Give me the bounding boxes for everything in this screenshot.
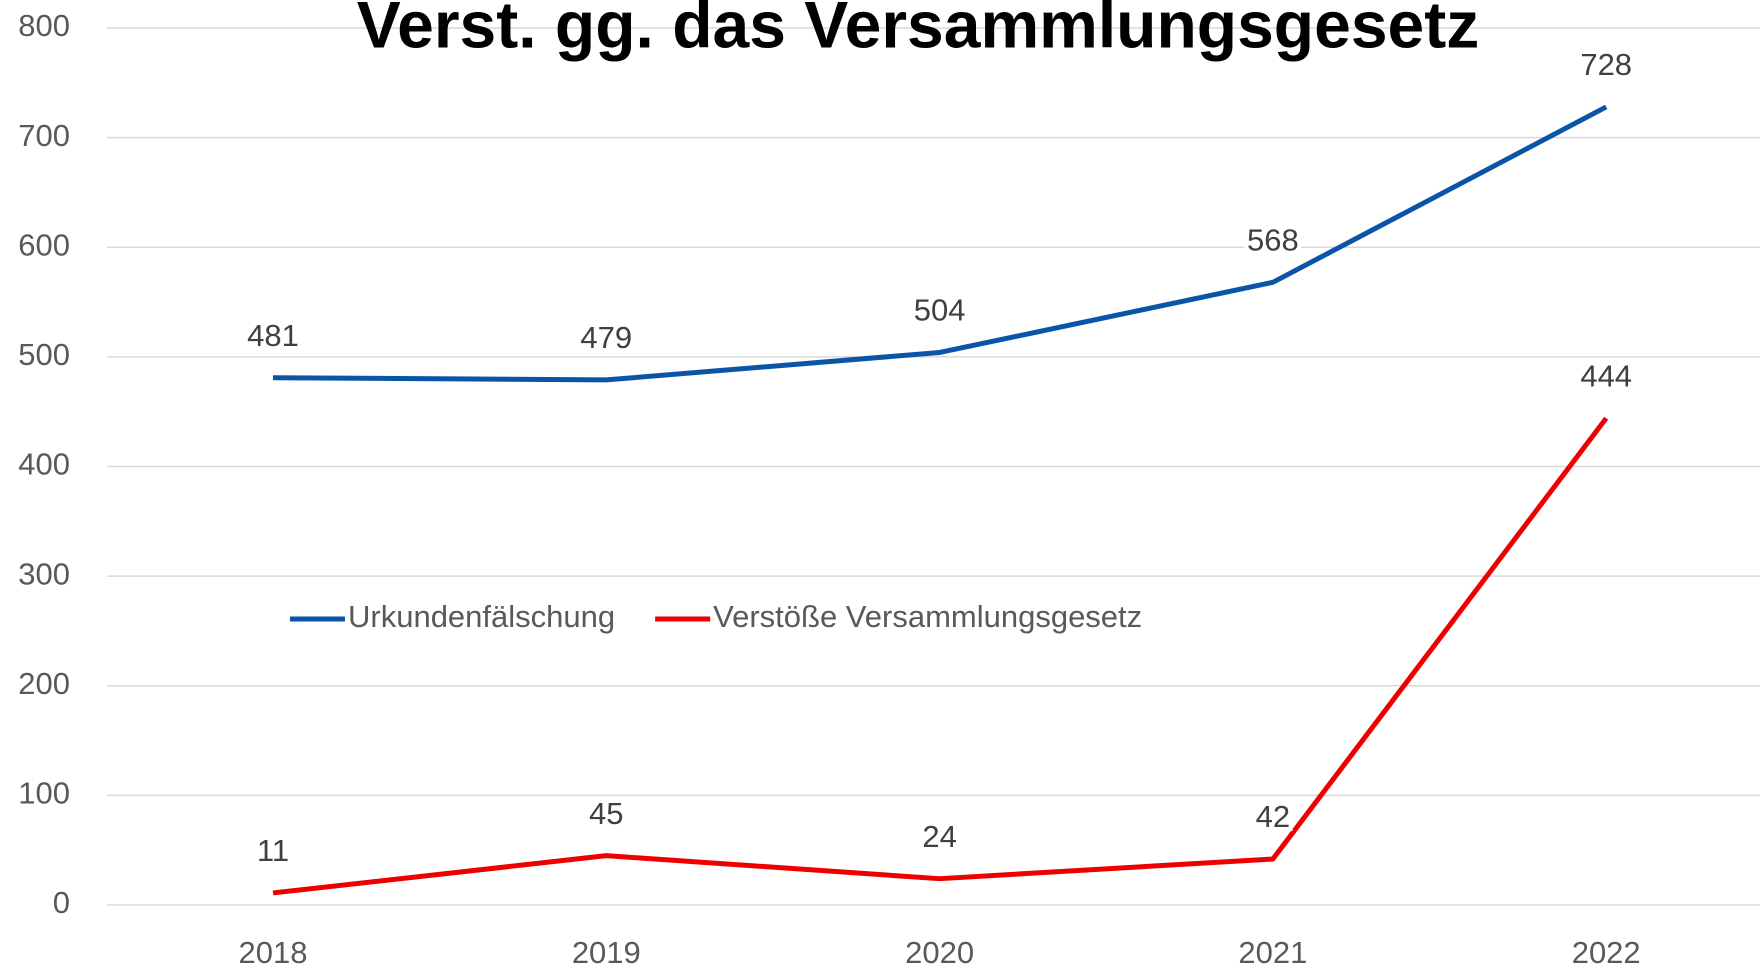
data-label: 481 xyxy=(247,318,299,353)
data-label: 42 xyxy=(1256,799,1290,834)
data-label: 24 xyxy=(922,819,956,854)
legend-label: Urkundenfälschung xyxy=(348,599,615,634)
data-label: 479 xyxy=(580,320,632,355)
data-label: 444 xyxy=(1580,358,1632,393)
data-line xyxy=(272,416,1609,896)
data-label: 568 xyxy=(1247,223,1299,258)
data-label: 728 xyxy=(1580,47,1632,82)
y-tick-label: 600 xyxy=(18,227,70,262)
y-tick-label: 400 xyxy=(18,447,70,482)
y-tick-label: 500 xyxy=(18,337,70,372)
x-tick-label: 2018 xyxy=(239,935,308,970)
data-line xyxy=(272,104,1608,383)
x-tick-label: 2020 xyxy=(905,935,974,970)
y-tick-label: 800 xyxy=(18,8,70,43)
x-tick-label: 2021 xyxy=(1238,935,1307,970)
y-tick-label: 0 xyxy=(53,885,70,920)
x-tick-label: 2019 xyxy=(572,935,641,970)
data-label: 11 xyxy=(257,833,289,868)
chart-title: Verst. gg. das Versammlungsgesetz xyxy=(357,0,1479,61)
data-label: 504 xyxy=(914,293,966,328)
data-label: 45 xyxy=(589,796,623,831)
y-tick-label: 700 xyxy=(18,118,70,153)
y-tick-label: 200 xyxy=(18,666,70,701)
legend-label: Verstöße Versammlungsgesetz xyxy=(713,599,1142,634)
y-tick-label: 100 xyxy=(18,776,70,811)
y-tick-label: 300 xyxy=(18,556,70,591)
x-tick-label: 2022 xyxy=(1572,935,1641,970)
